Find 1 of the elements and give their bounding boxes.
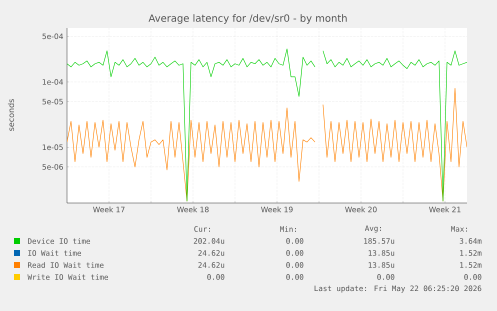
chart-title: Average latency for /dev/sr0 - by month — [148, 14, 347, 24]
